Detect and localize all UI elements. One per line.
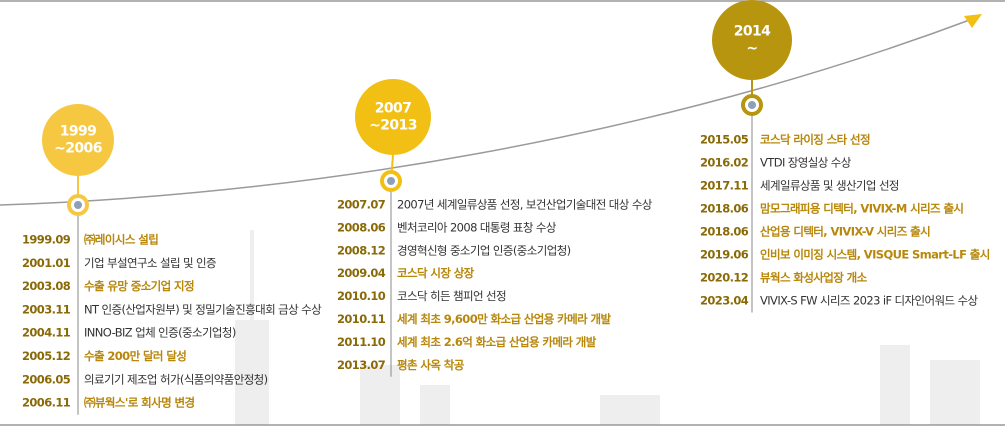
entry-date: 2008.06 bbox=[337, 220, 386, 234]
entry-text: 벤처코리아 2008 대통령 표창 수상 bbox=[397, 220, 557, 234]
entry-date: 2010.10 bbox=[337, 289, 386, 303]
entry-date: 2015.05 bbox=[700, 133, 749, 147]
entry-text: ㈜레이시스 설립 bbox=[84, 233, 158, 247]
entry-date: 2023.04 bbox=[700, 294, 749, 308]
entry-date: 2009.04 bbox=[337, 266, 386, 280]
entry-date: 2020.12 bbox=[700, 271, 748, 285]
entry-text: 평촌 사옥 착공 bbox=[397, 358, 465, 372]
entry-date: 1999.09 bbox=[22, 233, 71, 247]
entry-date: 2017.11 bbox=[700, 179, 749, 193]
period-label: 1999 bbox=[60, 124, 97, 140]
period-label: 2007 bbox=[375, 101, 412, 117]
entry-date: 2003.08 bbox=[22, 279, 71, 293]
period-label: 2014 bbox=[734, 24, 771, 40]
entry-text: 세계일류상품 및 생산기업 선정 bbox=[760, 179, 899, 193]
period-label: ~2013 bbox=[369, 118, 417, 134]
entry-date: 2010.11 bbox=[337, 312, 386, 326]
entry-text: 세계 최초 9,600만 화소급 산업용 카메라 개발 bbox=[397, 312, 611, 326]
entry-date: 2018.06 bbox=[700, 202, 749, 216]
entry-date: 2008.12 bbox=[337, 243, 385, 257]
entry-text: 맘모그래피용 디텍터, VIVIX-M 시리즈 출시 bbox=[760, 202, 963, 216]
entry-date: 2019.06 bbox=[700, 248, 749, 262]
entry-date: 2005.12 bbox=[22, 349, 70, 363]
entry-text: 뷰웍스 화성사업장 개소 bbox=[760, 271, 868, 285]
entry-date: 2006.05 bbox=[22, 372, 71, 386]
entry-date: 2013.07 bbox=[337, 358, 386, 372]
entry-text: 의료기기 제조업 허가(식품의약품안정청) bbox=[84, 372, 268, 386]
entry-text: 코스닥 히든 챔피언 선정 bbox=[397, 289, 506, 303]
entry-text: 경영혁신형 중소기업 인증(중소기업청) bbox=[397, 243, 571, 257]
entry-text: 2007년 세계일류상품 선정, 보건산업기술대전 대상 수상 bbox=[397, 198, 653, 212]
entry-date: 2001.01 bbox=[22, 256, 71, 270]
entry-date: 2006.11 bbox=[22, 396, 71, 410]
entry-text: 인비보 이미징 시스템, VISQUE Smart-LF 출시 bbox=[760, 248, 990, 262]
period-label: ~ bbox=[746, 41, 757, 57]
entry-text: 산업용 디텍터, VIVIX-V 시리즈 출시 bbox=[760, 225, 930, 239]
entry-text: 세계 최초 2.6억 화소급 산업용 카메라 개발 bbox=[397, 335, 597, 349]
timeline: 1999~2006 1999.09 ㈜레이시스 설립 2001.01 기업 부설연구소 … bbox=[0, 0, 1005, 428]
period-label: ~2006 bbox=[54, 141, 102, 157]
entry-date: 2016.02 bbox=[700, 156, 748, 170]
milestone-core bbox=[387, 177, 395, 185]
entry-text: 기업 부설연구소 설립 및 인증 bbox=[84, 256, 216, 270]
entry-text: VTDI 장영실상 수상 bbox=[760, 156, 852, 170]
entry-date: 2003.11 bbox=[22, 302, 71, 316]
entry-date: 2011.10 bbox=[337, 335, 386, 349]
growth-curve bbox=[0, 18, 975, 205]
entry-text: VIVIX-S FW 시리즈 2023 iF 디자인어워드 수상 bbox=[760, 294, 978, 308]
entry-date: 2018.06 bbox=[700, 225, 749, 239]
entry-text: ㈜뷰웍스'로 회사명 변경 bbox=[84, 396, 194, 410]
entry-text: 수출 유망 중소기업 지정 bbox=[84, 279, 194, 293]
entry-date: 2004.11 bbox=[22, 326, 71, 340]
entry-text: 코스닥 라이징 스타 선정 bbox=[760, 133, 870, 147]
entry-text: NT 인증(산업자원부) 및 정밀기술진흥대회 금상 수상 bbox=[84, 302, 322, 316]
entry-text: 코스닥 시장 상장 bbox=[397, 266, 475, 280]
milestone-core bbox=[74, 201, 82, 209]
entry-text: 수출 200만 달러 달성 bbox=[84, 349, 186, 363]
milestone-core bbox=[748, 101, 756, 109]
entry-date: 2007.07 bbox=[337, 198, 386, 212]
entry-text: INNO-BIZ 업체 인증(중소기업청) bbox=[84, 326, 236, 340]
